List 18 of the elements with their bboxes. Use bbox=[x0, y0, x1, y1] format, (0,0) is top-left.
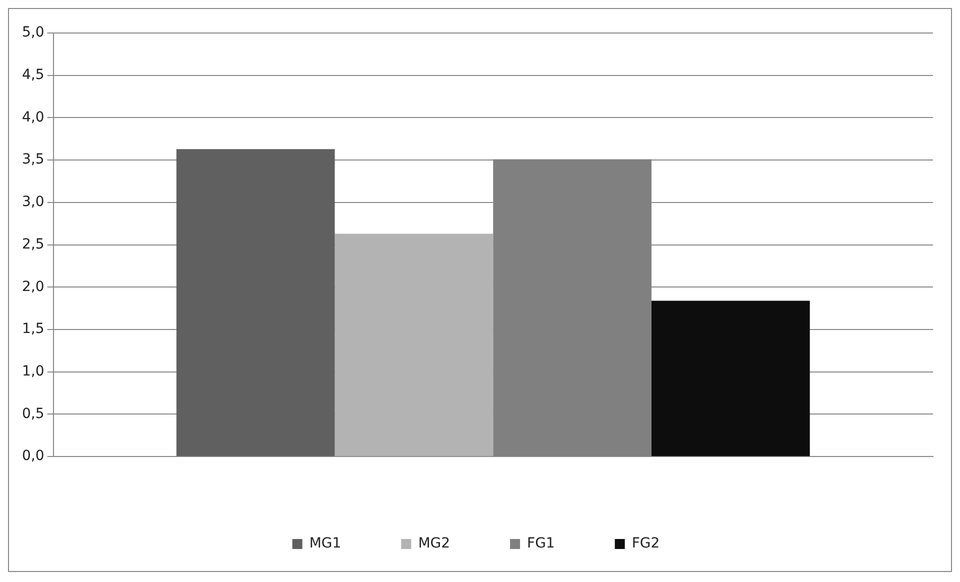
y-tick-label: 0,0 bbox=[22, 448, 44, 464]
y-tick-label: 4,0 bbox=[22, 109, 44, 126]
bar bbox=[176, 149, 335, 456]
y-tick-label: 2,5 bbox=[22, 236, 44, 252]
legend-label: FG2 bbox=[632, 536, 660, 552]
legend-label: MG1 bbox=[309, 536, 342, 552]
bar bbox=[334, 234, 494, 456]
y-tick-label: 2,0 bbox=[22, 278, 44, 295]
legend-label: FG1 bbox=[527, 536, 555, 552]
y-tick-label: 3,0 bbox=[22, 194, 44, 210]
y-tick-label: 3,5 bbox=[22, 152, 44, 168]
y-tick-label: 1,5 bbox=[22, 321, 44, 338]
y-tick-label: 1,0 bbox=[22, 364, 44, 380]
y-tick-label: 0,5 bbox=[22, 406, 44, 422]
y-tick-label: 5,0 bbox=[22, 24, 44, 41]
y-tick-label: 4,5 bbox=[22, 67, 44, 83]
legend-label: MG2 bbox=[418, 536, 450, 552]
bar bbox=[651, 300, 810, 456]
